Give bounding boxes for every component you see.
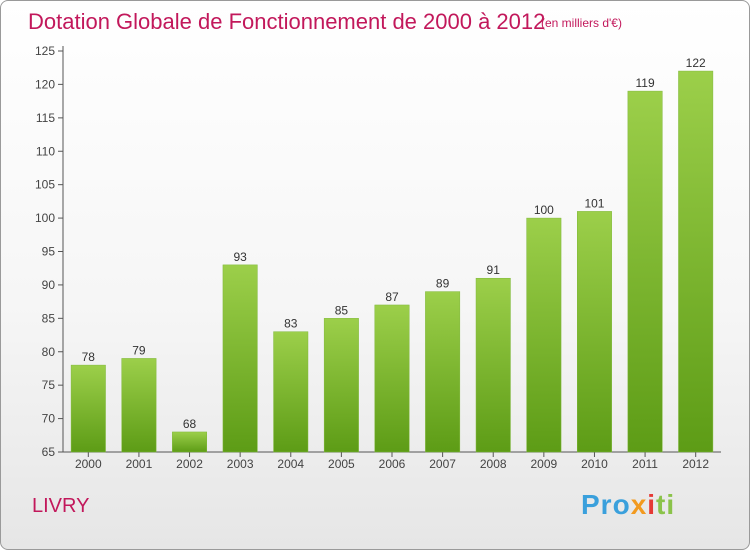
x-tick-label: 2002 xyxy=(176,457,203,471)
x-tick-label: 2003 xyxy=(227,457,254,471)
data-label: 85 xyxy=(335,303,349,317)
data-label: 119 xyxy=(636,76,655,90)
y-tick-label: 85 xyxy=(42,311,56,325)
y-tick-label: 65 xyxy=(42,445,56,459)
y-tick-label: 90 xyxy=(42,278,56,292)
logo-part: i xyxy=(647,489,657,520)
bar xyxy=(172,431,207,453)
bar xyxy=(526,217,562,453)
x-tick-label: 2000 xyxy=(75,457,102,471)
bar xyxy=(121,358,157,453)
y-tick-label: 110 xyxy=(36,144,55,158)
y-tick-label: 75 xyxy=(42,378,56,392)
x-tick-label: 2008 xyxy=(480,457,507,471)
city-name: LIVRY xyxy=(32,495,90,517)
chart-title: Dotation Globale de Fonctionnement de 20… xyxy=(28,9,546,34)
data-label: 100 xyxy=(534,203,554,217)
bar xyxy=(678,70,714,453)
y-tick-label: 105 xyxy=(35,178,55,192)
x-tick-label: 2006 xyxy=(379,457,406,471)
bar xyxy=(425,291,461,453)
data-label: 91 xyxy=(487,263,501,277)
data-label: 78 xyxy=(82,350,96,364)
data-label: 101 xyxy=(584,196,604,210)
logo-part: x xyxy=(630,489,648,520)
x-tick-label: 2010 xyxy=(581,457,608,471)
x-tick-label: 2001 xyxy=(126,457,153,471)
unit-label: (en milliers d'€) xyxy=(541,16,622,30)
bar xyxy=(222,264,258,453)
x-tick-label: 2009 xyxy=(530,457,557,471)
y-tick-label: 125 xyxy=(35,44,55,58)
bar xyxy=(475,277,511,453)
bar xyxy=(70,364,106,453)
x-tick-label: 2007 xyxy=(429,457,456,471)
x-tick-label: 2012 xyxy=(682,457,709,471)
y-tick-label: 95 xyxy=(42,245,56,259)
bar xyxy=(627,90,663,453)
bar xyxy=(577,211,612,453)
bar xyxy=(374,304,410,453)
y-tick-label: 100 xyxy=(35,211,55,225)
logo-part: ti xyxy=(656,489,676,520)
data-label: 89 xyxy=(436,277,450,291)
bar xyxy=(273,331,309,453)
x-tick-label: 2011 xyxy=(632,457,658,471)
data-label: 79 xyxy=(132,343,146,357)
data-label: 122 xyxy=(686,56,706,70)
data-label: 93 xyxy=(233,250,247,264)
bar xyxy=(323,318,359,453)
y-tick-label: 70 xyxy=(42,412,56,426)
y-tick-label: 80 xyxy=(42,345,56,359)
y-tick-label: 120 xyxy=(35,77,55,91)
y-tick-label: 115 xyxy=(36,111,55,125)
logo-part: Pro xyxy=(581,489,631,520)
data-label: 68 xyxy=(183,417,197,431)
data-label: 83 xyxy=(284,317,298,331)
x-tick-label: 2005 xyxy=(328,457,355,471)
proxiti-logo: Proxiti xyxy=(581,489,675,521)
data-label: 87 xyxy=(385,290,399,304)
x-tick-label: 2004 xyxy=(277,457,304,471)
